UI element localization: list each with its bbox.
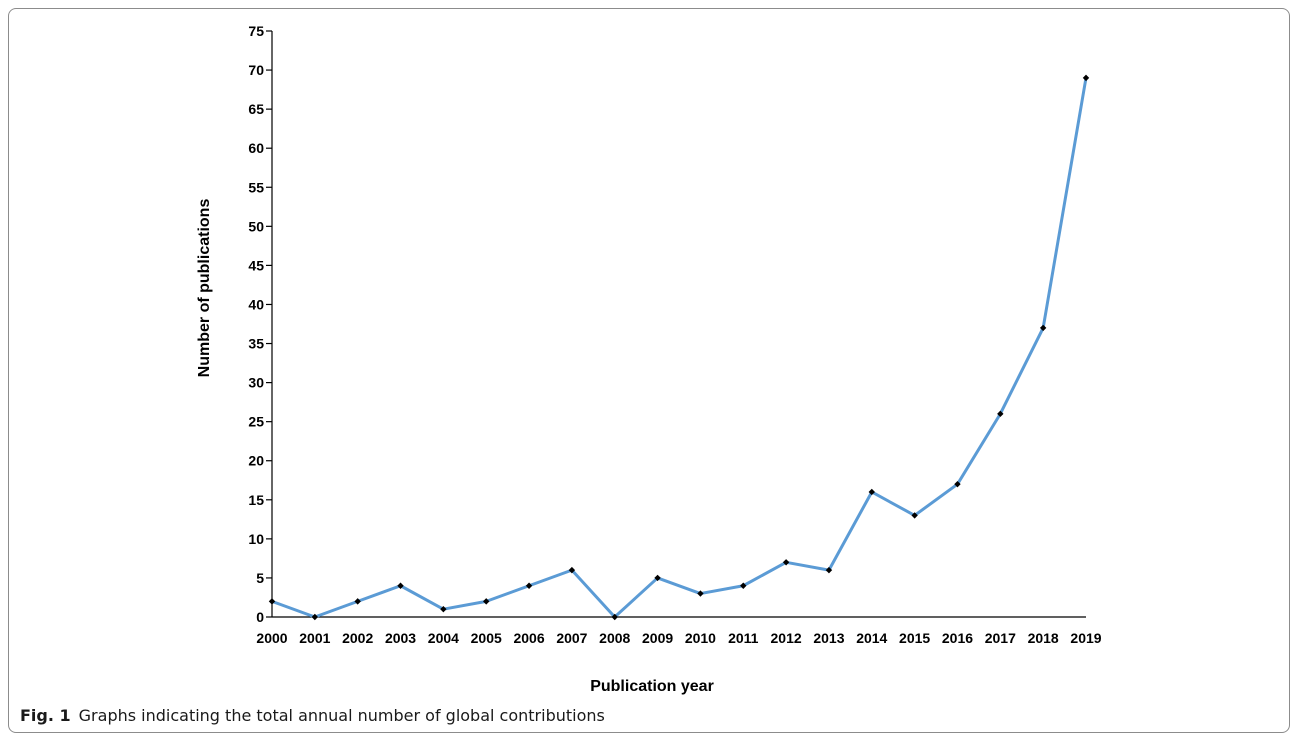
x-tick-label: 2010 bbox=[685, 630, 716, 646]
data-point-marker bbox=[868, 488, 875, 496]
x-tick-label: 2008 bbox=[599, 630, 630, 646]
y-tick-label: 25 bbox=[248, 414, 264, 430]
y-tick-label: 75 bbox=[248, 23, 264, 39]
y-tick-label: 65 bbox=[248, 101, 264, 117]
data-point-marker bbox=[740, 582, 747, 589]
y-tick-label: 60 bbox=[248, 140, 264, 156]
x-tick-label: 2009 bbox=[642, 630, 673, 646]
data-point-marker bbox=[825, 566, 833, 574]
data-point-marker bbox=[654, 574, 661, 582]
x-tick-label: 2004 bbox=[428, 630, 459, 646]
x-tick-label: 2001 bbox=[299, 630, 330, 646]
data-point-marker bbox=[954, 480, 961, 488]
y-tick-label: 70 bbox=[248, 62, 264, 78]
caption-text: Graphs indicating the total annual numbe… bbox=[78, 706, 605, 725]
figure-caption: Fig. 1 Graphs indicating the total annual… bbox=[20, 706, 605, 725]
y-tick-label: 55 bbox=[248, 179, 264, 195]
y-axis: 0 5 10 15 20 25 30 35 40 45 50 55 60 65 70 75 bbox=[248, 23, 273, 625]
x-tick-label: 2000 bbox=[256, 630, 287, 646]
y-tick-label: 0 bbox=[256, 609, 264, 625]
y-tick-label: 50 bbox=[248, 218, 264, 234]
data-point-marker bbox=[911, 512, 918, 519]
x-tick-label: 2002 bbox=[342, 630, 373, 646]
y-tick-label: 40 bbox=[248, 296, 264, 312]
y-tick-label: 15 bbox=[248, 492, 264, 508]
data-point-marker bbox=[397, 582, 404, 589]
x-tick-label: 2018 bbox=[1028, 630, 1059, 646]
data-point-marker bbox=[440, 605, 447, 613]
y-tick-label: 30 bbox=[248, 375, 264, 391]
y-tick-label: 35 bbox=[248, 336, 264, 352]
data-point-marker bbox=[568, 566, 576, 574]
series-line bbox=[271, 77, 1088, 619]
x-tick-label: 2012 bbox=[771, 630, 802, 646]
data-point-marker bbox=[1039, 324, 1047, 332]
data-point-marker bbox=[782, 559, 790, 566]
data-point-marker bbox=[311, 613, 319, 621]
y-tick-label: 5 bbox=[256, 570, 264, 586]
data-point-marker bbox=[483, 598, 490, 605]
y-tick-label: 20 bbox=[248, 453, 264, 469]
x-tick-label: 2007 bbox=[556, 630, 587, 646]
x-tick-label: 2005 bbox=[471, 630, 502, 646]
data-point-marker bbox=[997, 410, 1004, 418]
data-point-marker bbox=[268, 598, 276, 605]
x-tick-label: 2014 bbox=[856, 630, 887, 646]
x-tick-label: 2015 bbox=[899, 630, 930, 646]
data-point-marker bbox=[354, 598, 361, 605]
caption-label: Fig. 1 bbox=[20, 706, 71, 725]
data-point-marker bbox=[611, 613, 618, 621]
x-axis-title: Publication year bbox=[590, 678, 714, 695]
y-tick-label: 10 bbox=[248, 531, 264, 547]
data-point-marker bbox=[1082, 74, 1090, 82]
x-tick-label: 2013 bbox=[813, 630, 844, 646]
data-point-marker bbox=[525, 582, 533, 589]
series-group bbox=[268, 74, 1090, 621]
x-tick-label: 2019 bbox=[1070, 630, 1101, 646]
x-tick-label: 2011 bbox=[728, 630, 759, 646]
data-point-marker bbox=[697, 590, 704, 597]
x-axis: 2000 2001 2002 2003 2004 2005 2006 2007 2008 2009… bbox=[256, 616, 1102, 646]
y-tick-label: 45 bbox=[248, 257, 264, 273]
x-tick-label: 2003 bbox=[385, 630, 416, 646]
y-axis-title: Number of publications bbox=[196, 199, 213, 378]
x-tick-label: 2017 bbox=[985, 630, 1016, 646]
x-tick-label: 2016 bbox=[942, 630, 973, 646]
x-tick-label: 2006 bbox=[513, 630, 544, 646]
